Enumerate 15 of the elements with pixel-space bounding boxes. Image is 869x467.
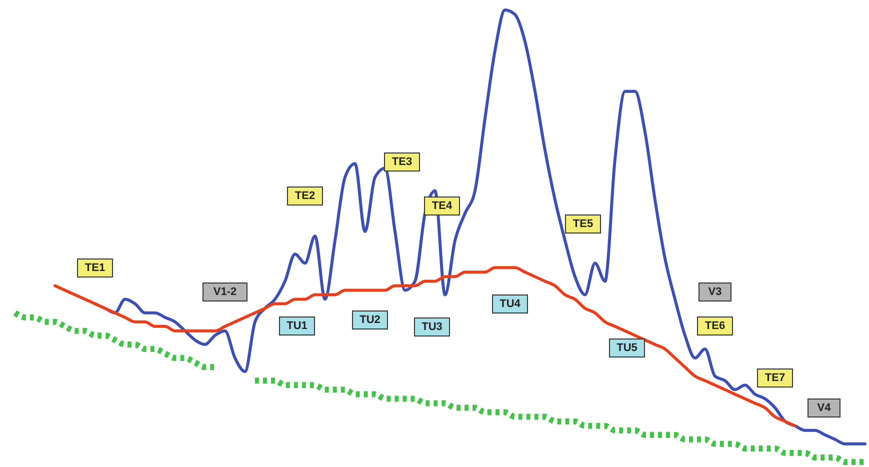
annotation: TE3 — [392, 156, 412, 168]
annotation: TE6 — [704, 320, 726, 332]
annotation: TU1 — [286, 320, 308, 332]
annotation: TU2 — [360, 314, 380, 326]
annotation: TU3 — [422, 321, 442, 333]
annotation: V3 — [708, 286, 722, 298]
annotation: TE2 — [294, 190, 316, 202]
annotation: TE1 — [84, 262, 106, 274]
annotation: V4 — [817, 402, 832, 414]
annotation: TU5 — [616, 342, 638, 354]
annotation: TE7 — [764, 372, 786, 384]
annotation: TU4 — [500, 298, 522, 310]
annotation: TE4 — [432, 200, 453, 212]
annotation: V1-2 — [213, 286, 237, 298]
annotation: TE5 — [572, 218, 594, 230]
